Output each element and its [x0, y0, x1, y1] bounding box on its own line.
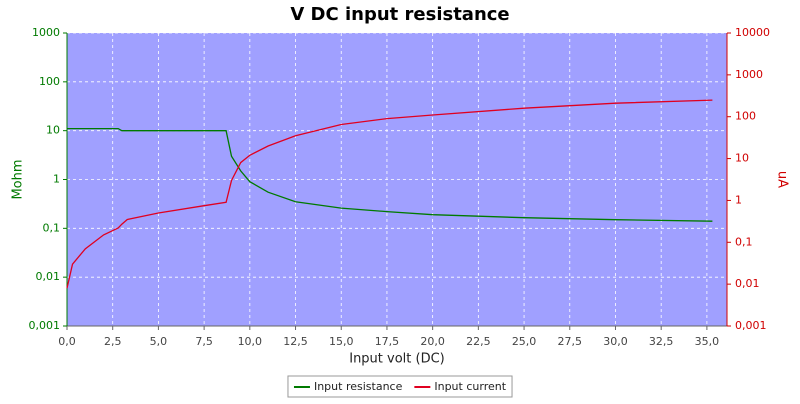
x-tick-label: 12,5 [283, 335, 308, 348]
x-axis-label: Input volt (DC) [349, 352, 445, 367]
x-tick-label: 20,0 [420, 335, 445, 348]
x-tick-label: 0,0 [58, 335, 76, 348]
y2-tick-label: 10000 [735, 26, 770, 39]
x-tick-label: 5,0 [150, 335, 168, 348]
y-tick-label: 0,1 [43, 221, 61, 234]
x-tick-label: 17,5 [375, 335, 400, 348]
x-tick-label: 2,5 [104, 335, 122, 348]
x-tick-label: 22,5 [466, 335, 491, 348]
x-tick-label: 32,5 [649, 335, 674, 348]
y-tick-label: 10 [46, 124, 60, 137]
y-tick-label: 0,001 [29, 319, 61, 332]
x-tick-label: 27,5 [558, 335, 583, 348]
y2-tick-label: 100 [735, 110, 756, 123]
x-tick-label: 7,5 [195, 335, 213, 348]
x-tick-label: 15,0 [329, 335, 354, 348]
y2-tick-label: 0,01 [735, 277, 760, 290]
x-tick-label: 35,0 [695, 335, 720, 348]
legend-label: Input resistance [314, 380, 403, 393]
y-tick-label: 0,01 [36, 270, 61, 283]
x-tick-label: 30,0 [603, 335, 628, 348]
y2-tick-label: 0,1 [735, 235, 753, 248]
series-line [67, 127, 713, 222]
y-tick-label: 100 [39, 75, 60, 88]
y-axis-label: Mohm [11, 159, 26, 199]
legend-label: Input current [434, 380, 506, 393]
y2-tick-label: 1000 [735, 68, 763, 81]
x-tick-label: 10,0 [238, 335, 263, 348]
y2-tick-label: 1 [735, 193, 742, 206]
x-tick-label: 25,0 [512, 335, 537, 348]
y-tick-label: 1000 [32, 26, 60, 39]
chart-title: V DC input resistance [290, 4, 509, 25]
series-line [66, 99, 713, 289]
y2-tick-label: 10 [735, 152, 749, 165]
legend [287, 375, 513, 398]
y2-tick-label: 0,001 [735, 319, 767, 332]
y-tick-label: 1 [53, 173, 60, 186]
y2-axis-label: uA [775, 171, 790, 188]
